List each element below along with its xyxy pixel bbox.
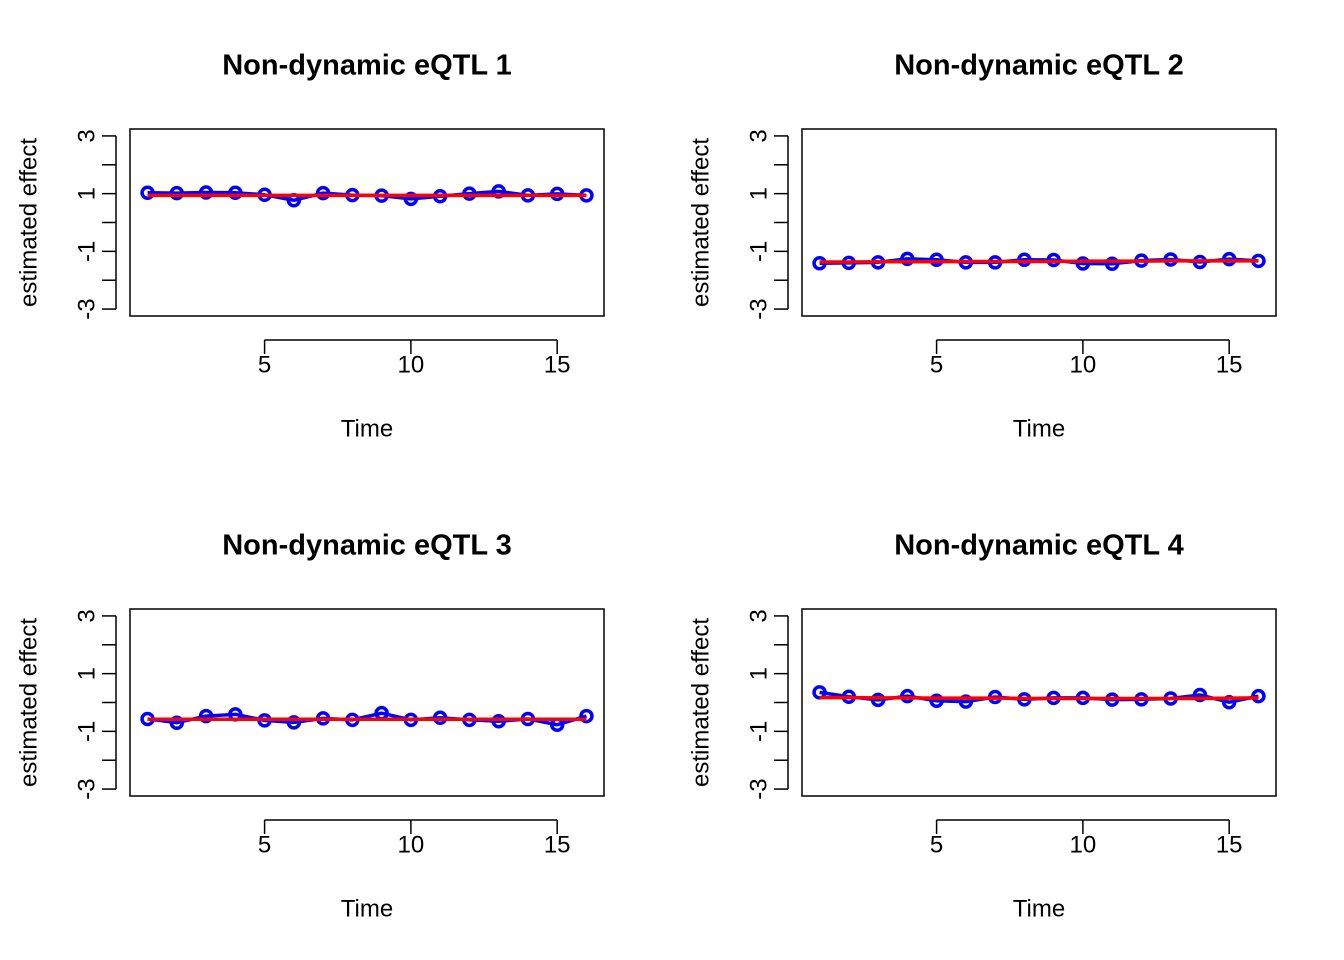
data-point bbox=[870, 692, 886, 708]
data-point bbox=[286, 715, 302, 730]
plot-frame bbox=[801, 608, 1277, 797]
plot-frame bbox=[129, 128, 605, 317]
y-tick-label: 3 bbox=[73, 129, 100, 142]
y-axis-label: estimated effect bbox=[687, 138, 714, 307]
y-tick-label: 1 bbox=[73, 667, 100, 680]
data-point bbox=[929, 252, 944, 267]
x-axis-label: Time bbox=[1013, 895, 1065, 922]
x-tick-label: 10 bbox=[398, 831, 425, 858]
x-tick-label: 5 bbox=[258, 831, 271, 858]
chart-panel-3: Non-dynamic eQTL 3 5 10 15 Time -3 -1 1 3 estimat… bbox=[15, 530, 605, 922]
x-tick-label: 15 bbox=[1216, 351, 1243, 378]
y-tick-label: -1 bbox=[745, 241, 772, 262]
data-point bbox=[1104, 256, 1120, 272]
x-axis-label: Time bbox=[341, 415, 393, 442]
x-axis-label: Time bbox=[1013, 415, 1065, 442]
y-tick-label: -1 bbox=[73, 721, 100, 742]
chart-title: Non-dynamic eQTL 2 bbox=[894, 50, 1184, 82]
y-tick-label: 3 bbox=[745, 609, 772, 622]
x-tick-label: 5 bbox=[930, 831, 943, 858]
chart-title: Non-dynamic eQTL 1 bbox=[222, 50, 512, 82]
x-tick-label: 15 bbox=[1216, 831, 1243, 858]
data-point bbox=[169, 185, 185, 201]
fitted-series-line bbox=[819, 695, 1259, 701]
x-tick-label: 10 bbox=[1070, 831, 1097, 858]
chart-panel-1: Non-dynamic eQTL 1 5 10 15 Time -3 -1 1 3 estimat… bbox=[15, 50, 605, 442]
data-point bbox=[1251, 688, 1266, 704]
data-point bbox=[403, 191, 419, 207]
x-tick-label: 5 bbox=[930, 351, 943, 378]
x-tick-label: 15 bbox=[544, 831, 571, 858]
y-tick-label: -3 bbox=[745, 298, 772, 319]
chart-title: Non-dynamic eQTL 3 bbox=[222, 530, 512, 562]
y-tick-label: 1 bbox=[73, 187, 100, 200]
data-point bbox=[491, 714, 506, 729]
y-tick-label: 3 bbox=[73, 609, 100, 622]
data-point bbox=[579, 708, 594, 724]
x-tick-label: 10 bbox=[398, 351, 425, 378]
x-tick-label: 15 bbox=[544, 351, 571, 378]
plot-frame bbox=[801, 128, 1277, 317]
chart-panel-2: Non-dynamic eQTL 2 5 10 15 Time -3 -1 1 3 estimat… bbox=[687, 50, 1277, 442]
y-axis-label: estimated effect bbox=[687, 618, 714, 787]
data-point bbox=[169, 715, 185, 730]
data-point bbox=[1075, 256, 1091, 271]
y-tick-label: -1 bbox=[745, 721, 772, 742]
y-tick-label: 1 bbox=[745, 187, 772, 200]
y-axis-label: estimated effect bbox=[15, 618, 42, 787]
data-point bbox=[198, 708, 214, 724]
plot-frame bbox=[129, 608, 605, 797]
data-point bbox=[228, 185, 243, 201]
fitted-series-line bbox=[819, 259, 1259, 264]
y-tick-label: -3 bbox=[745, 778, 772, 799]
data-point bbox=[315, 185, 331, 201]
x-tick-label: 5 bbox=[258, 351, 271, 378]
x-axis-label: Time bbox=[341, 895, 393, 922]
y-tick-label: -3 bbox=[73, 298, 100, 319]
y-tick-label: 1 bbox=[745, 667, 772, 680]
chart-title: Non-dynamic eQTL 4 bbox=[894, 530, 1184, 562]
data-point bbox=[929, 693, 944, 709]
data-point bbox=[198, 185, 214, 200]
chart-panel-4: Non-dynamic eQTL 4 5 10 15 Time -3 -1 1 3 estimat… bbox=[687, 530, 1277, 922]
y-tick-label: -3 bbox=[73, 778, 100, 799]
data-point bbox=[1192, 687, 1208, 703]
y-tick-label: -1 bbox=[73, 241, 100, 262]
data-point bbox=[900, 251, 915, 267]
y-axis-label: estimated effect bbox=[15, 138, 42, 307]
x-tick-label: 10 bbox=[1070, 351, 1097, 378]
data-point bbox=[958, 694, 974, 709]
data-point bbox=[140, 185, 155, 201]
y-tick-label: 3 bbox=[745, 129, 772, 142]
